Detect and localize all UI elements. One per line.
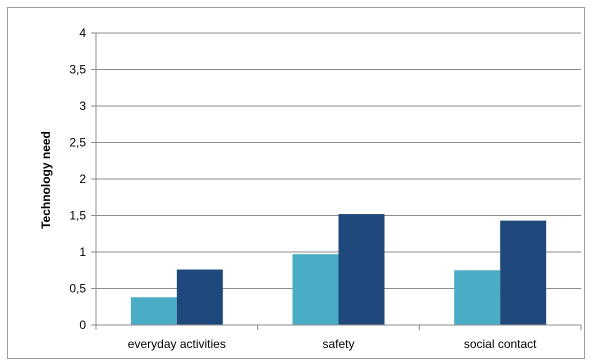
bar [130,297,177,325]
y-tick-label: 3 [79,99,86,113]
y-tick-label: 1,5 [69,209,86,223]
x-category-label: everyday activities [128,337,226,351]
y-tick-label: 0 [79,318,86,332]
axes: 0 0,5 1 1,5 2 2,5 3 3,5 4 everyday activities safe… [69,26,582,351]
y-tick-label: 2,5 [69,136,86,150]
y-tick-label: 3,5 [69,63,86,77]
bar [338,214,385,325]
bar [454,270,501,325]
y-tick-label: 1 [79,245,86,259]
y-axis-label: Technology need [39,131,53,229]
y-tick-label: 4 [79,26,86,40]
bars [130,214,547,325]
bar [292,254,339,325]
x-category-label: social contact [464,337,537,351]
bar [176,269,223,325]
x-category-label: safety [322,337,354,351]
y-tick-label: 2 [79,172,86,186]
y-tick-label: 0,5 [69,282,86,296]
bar [500,220,547,325]
